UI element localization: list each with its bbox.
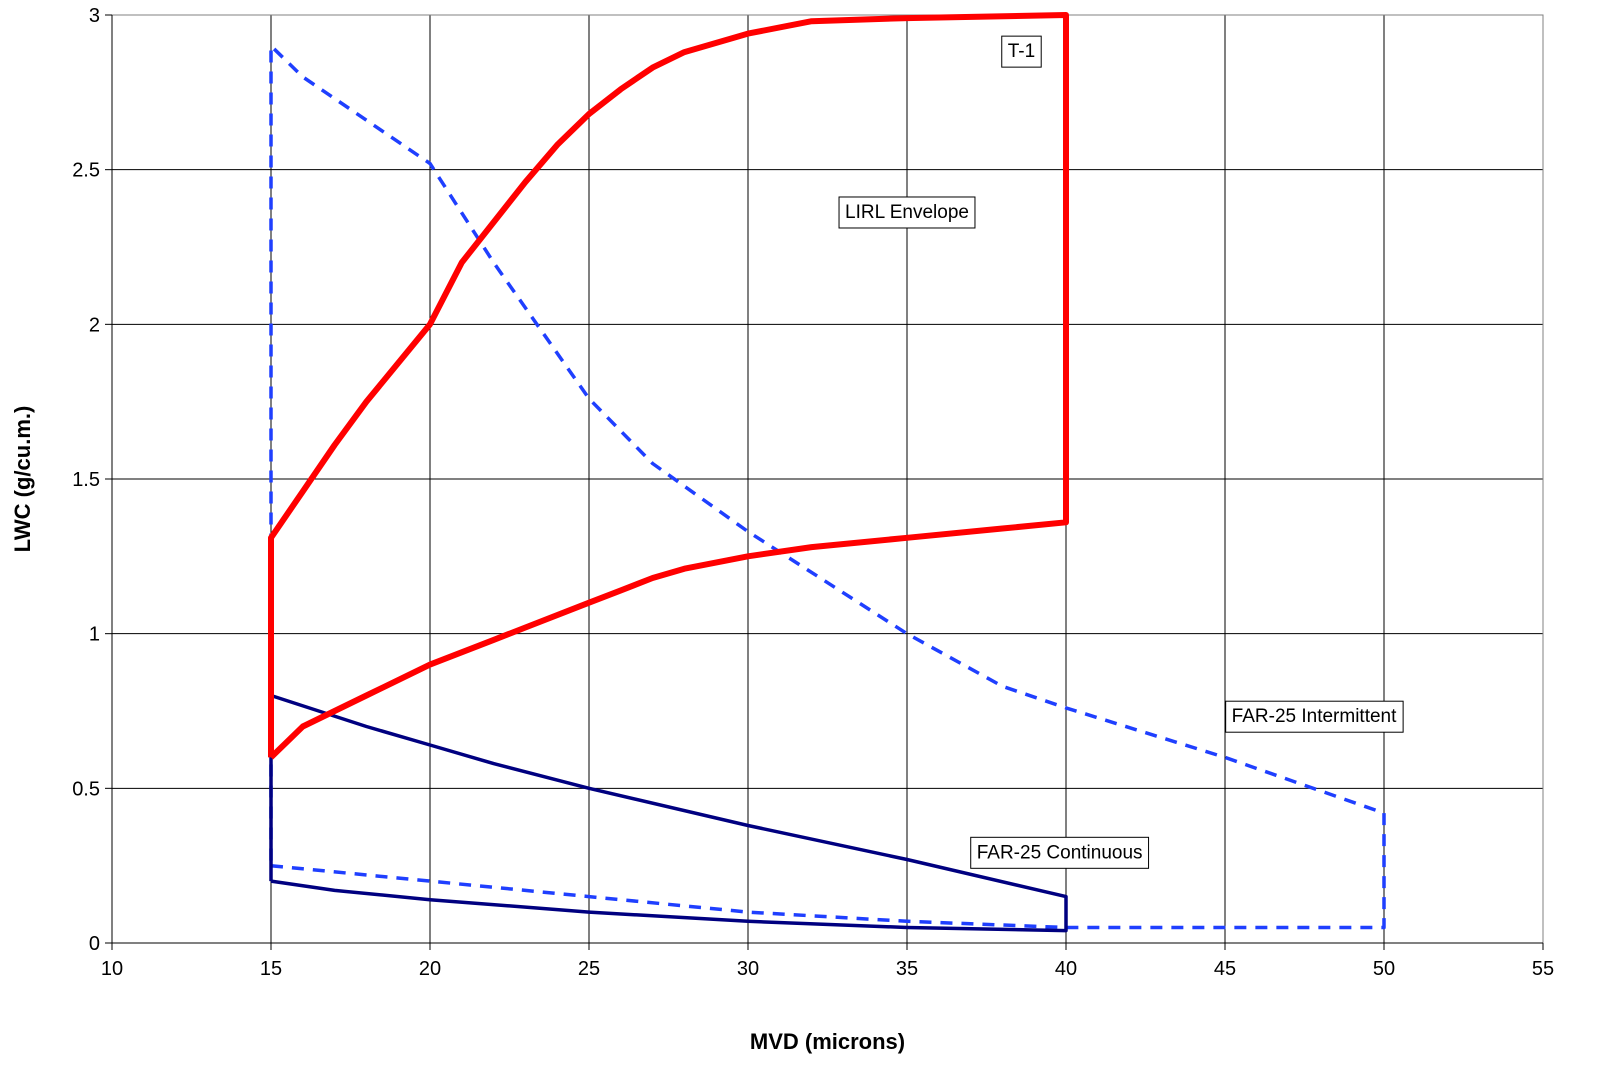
x-tick-label: 25 xyxy=(578,958,600,980)
x-tick-label: 55 xyxy=(1532,958,1554,980)
y-tick-label: 2.5 xyxy=(72,160,100,182)
annotation-frame xyxy=(970,836,1150,869)
x-tick-label: 15 xyxy=(260,958,282,980)
annotation-frame xyxy=(1225,700,1404,733)
series-layer xyxy=(268,12,1386,933)
annotation-label: T-1 xyxy=(1008,41,1035,62)
series-lirl-envelope xyxy=(268,12,1069,760)
gridlines xyxy=(112,14,1544,943)
annotations: T-1 LIRL Envelope FAR-25 Intermittent FAR-2… xyxy=(838,35,1404,869)
x-tick-label: 10 xyxy=(101,958,123,980)
x-tick-label: 45 xyxy=(1214,958,1236,980)
y-axis-title: LWC (g/cu.m.) xyxy=(10,406,35,553)
x-tick-label: 20 xyxy=(419,958,441,980)
x-tick-label: 30 xyxy=(737,958,759,980)
y-tick-label: 3 xyxy=(89,5,100,27)
y-tick-label: 0.5 xyxy=(72,778,100,800)
y-tick-label: 1 xyxy=(89,624,100,646)
series-far-25-intermittent xyxy=(269,44,1386,930)
series-far-25-continuous xyxy=(269,693,1068,933)
annotation-box: T-1 xyxy=(1001,35,1042,68)
annotation-label: LIRL Envelope xyxy=(845,202,969,223)
x-axis-title: MVD (microns) xyxy=(750,1029,905,1054)
annotation-box: FAR-25 Intermittent xyxy=(1225,700,1404,733)
x-tick-label: 40 xyxy=(1055,958,1077,980)
annotation-frame xyxy=(1001,35,1042,68)
x-tick-label: 50 xyxy=(1373,958,1395,980)
axes: 10 15 20 25 30 35 40 45 50 55 0 0.5 1 1.5 2 2.5 3 xyxy=(72,5,1554,980)
x-tick-label: 35 xyxy=(896,958,918,980)
annotation-label: FAR-25 Continuous xyxy=(977,842,1143,863)
y-tick-label: 1.5 xyxy=(72,469,100,491)
annotation-label: FAR-25 Intermittent xyxy=(1232,706,1397,727)
y-tick-label: 0 xyxy=(89,933,100,955)
annotation-box: FAR-25 Continuous xyxy=(970,836,1150,869)
y-tick-label: 2 xyxy=(89,314,100,336)
annotation-box: LIRL Envelope xyxy=(838,196,976,229)
annotation-frame xyxy=(838,196,976,229)
